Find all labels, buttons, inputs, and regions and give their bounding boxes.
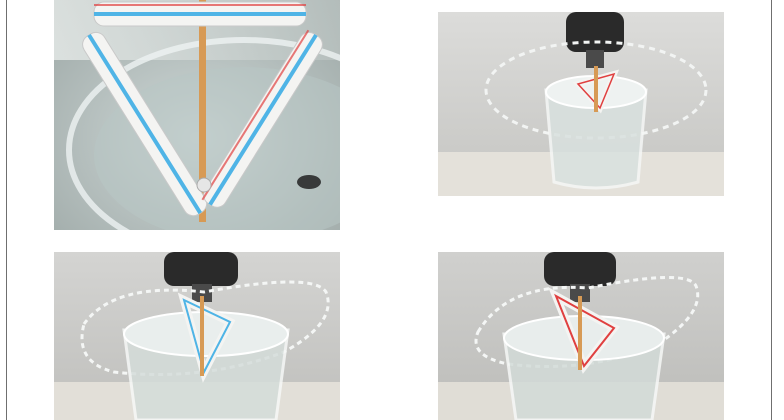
photo-drill-spin-3: [438, 252, 724, 420]
drill-spin-image-3: [438, 252, 724, 420]
straw-left: [82, 31, 208, 217]
bowl-rim: [66, 37, 340, 230]
drill-body: [164, 252, 238, 286]
skewer: [199, 0, 206, 222]
drill-spin-image-1: [438, 12, 724, 196]
drill-body: [544, 252, 616, 286]
spray-ring: [474, 275, 700, 368]
photo-drill-spin-2: [54, 252, 340, 420]
drill-chuck: [586, 50, 604, 68]
straw-top: [93, 1, 307, 27]
drill-body: [566, 12, 624, 52]
spray-ring: [484, 40, 708, 140]
drill-spin-image-2: [54, 252, 340, 420]
glass: [544, 88, 648, 190]
straw-right: [201, 29, 323, 208]
photo-straw-triangle-closeup: [54, 0, 340, 230]
spray-ring: [80, 280, 330, 376]
straw-triangle-closeup-image: [54, 0, 340, 230]
figure-frame: [6, 0, 772, 420]
photo-drill-spin-1: [438, 12, 724, 196]
